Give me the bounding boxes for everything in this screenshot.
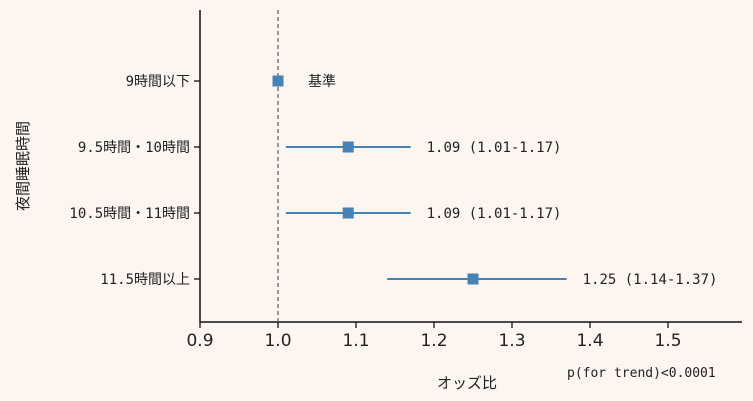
category-label: 9.5時間・10時間: [78, 140, 190, 156]
estimate-annotation: 1.25 (1.14-1.37): [583, 272, 718, 288]
category-label: 9時間以下: [126, 74, 190, 90]
estimate-marker: [342, 207, 354, 219]
x-tick-label: 1.4: [576, 331, 603, 351]
x-tick-label: 1.5: [654, 331, 681, 351]
x-tick-label: 1.1: [342, 331, 369, 351]
x-tick-label: 1.2: [420, 331, 447, 351]
category-label: 11.5時間以上: [100, 272, 190, 288]
estimate-annotation: 1.09 (1.01-1.17): [427, 206, 562, 222]
x-tick-label: 1.0: [264, 331, 291, 351]
y-axis-title: 夜間睡眠時間: [14, 121, 32, 211]
estimate-marker: [272, 75, 284, 87]
x-tick-label: 0.9: [186, 331, 213, 351]
estimate-annotation: 1.09 (1.01-1.17): [427, 140, 562, 156]
category-label: 10.5時間・11時間: [69, 206, 190, 222]
x-axis-title: オッズ比: [437, 374, 497, 392]
estimate-annotation: 基準: [308, 73, 336, 90]
x-tick-label: 1.3: [498, 331, 525, 351]
estimate-marker: [467, 273, 479, 285]
estimate-marker: [342, 141, 354, 153]
x-axis-ticks: 0.9 1.0 1.1 1.2 1.3 1.4 1.5: [186, 322, 682, 351]
trend-footnote: p(for trend)<0.0001: [567, 366, 716, 381]
plot-rows: 9時間以下 基準 9.5時間・10時間 1.09 (1.01-1.17) 10.5時間・…: [69, 73, 717, 288]
